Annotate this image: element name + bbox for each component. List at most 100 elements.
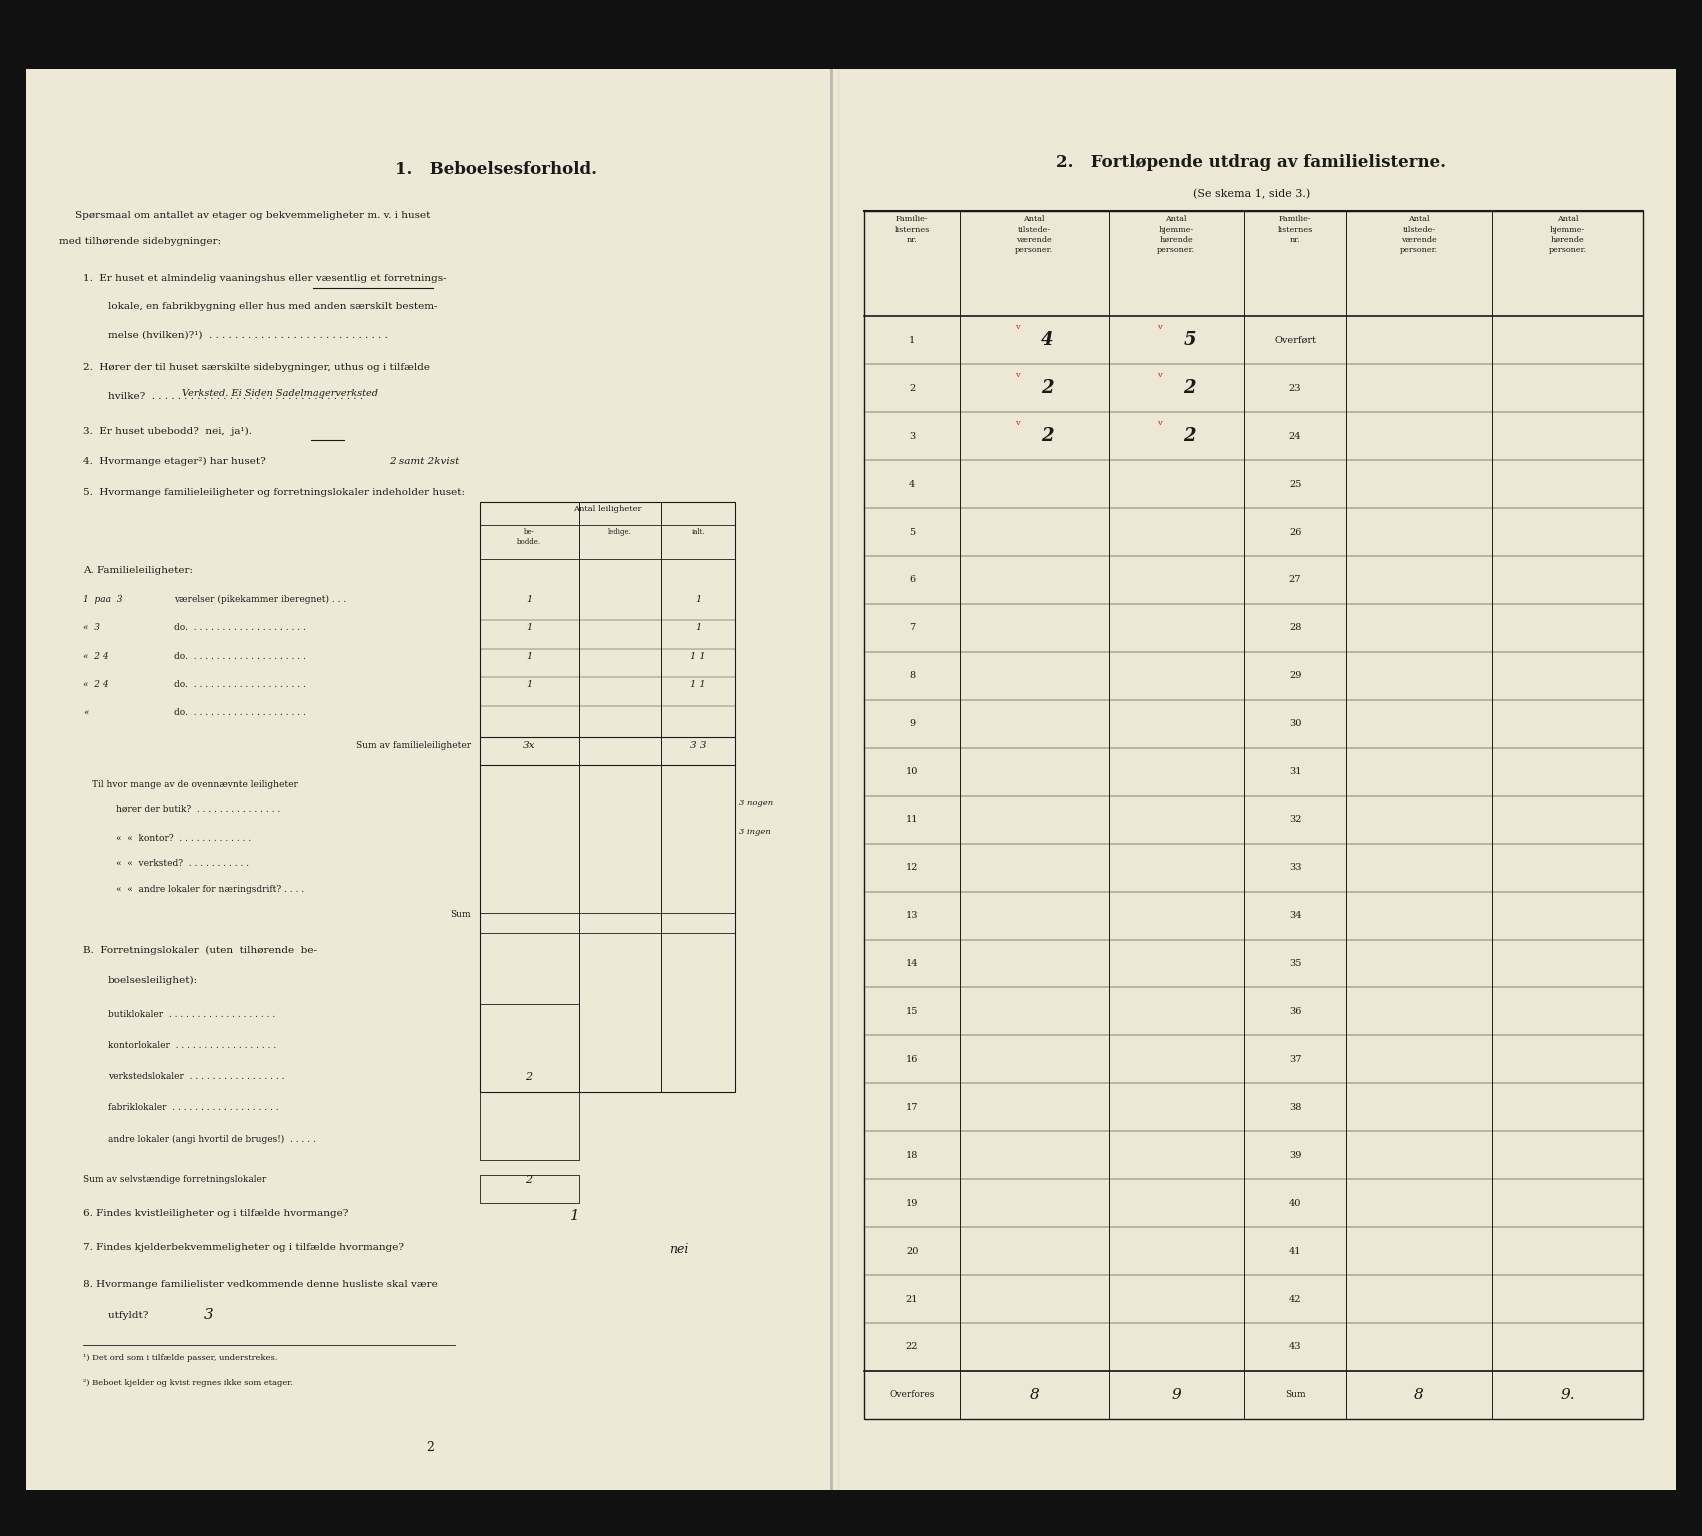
Text: «  «  kontor?  . . . . . . . . . . . . .: « « kontor? . . . . . . . . . . . . . [116,834,252,843]
Text: ledige.: ledige. [608,528,631,536]
Bar [26,69,834,1490]
Text: med tilhørende sidebygninger:: med tilhørende sidebygninger: [58,237,221,246]
Text: 8. Hvormange familielister vedkommende denne husliste skal være: 8. Hvormange familielister vedkommende d… [83,1279,437,1289]
Text: 16: 16 [905,1055,919,1064]
Text: Antal
tilstede-
værende
personer.: Antal tilstede- værende personer. [1399,215,1438,253]
Text: v: v [1016,419,1019,427]
Text: (Se skema 1, side 3.): (Se skema 1, side 3.) [1193,189,1311,198]
Text: Til hvor mange av de ovennævnte leiligheter: Til hvor mange av de ovennævnte leilighe… [92,779,298,788]
Text: Antal leiligheter: Antal leiligheter [574,505,642,513]
Text: 31: 31 [1288,768,1302,776]
Bar [865,210,1644,1419]
Text: 23: 23 [1288,384,1302,393]
Text: værelser (pikekammer iberegnet) . . .: værelser (pikekammer iberegnet) . . . [174,594,347,604]
Bar [480,502,735,1092]
Text: 9.: 9. [1561,1389,1574,1402]
Text: Spørsmaal om antallet av etager og bekvemmeligheter m. v. i huset: Spørsmaal om antallet av etager og bekve… [75,210,431,220]
Text: do.  . . . . . . . . . . . . . . . . . . . .: do. . . . . . . . . . . . . . . . . . . … [174,708,306,717]
Text: 32: 32 [1288,816,1302,825]
Text: verkstedslokaler  . . . . . . . . . . . . . . . . .: verkstedslokaler . . . . . . . . . . . .… [109,1072,284,1081]
Text: 2: 2 [1183,379,1197,398]
Text: 26: 26 [1288,527,1302,536]
Text: be-
bodde.: be- bodde. [517,528,541,545]
Text: 37: 37 [1288,1055,1302,1064]
Text: nei: nei [669,1243,689,1256]
Text: Antal
hjemme-
hørende
personer.: Antal hjemme- hørende personer. [1157,215,1195,253]
Text: 8: 8 [1030,1389,1040,1402]
Text: Overført: Overført [1275,336,1316,344]
Text: 21: 21 [905,1295,919,1304]
Text: 13: 13 [905,911,919,920]
Text: 19: 19 [905,1198,919,1207]
Text: 3 3: 3 3 [689,742,706,750]
Text: 1  paa  3: 1 paa 3 [83,594,123,604]
Text: 1.   Beboelsesforhold.: 1. Beboelsesforhold. [395,161,597,178]
Text: 1 1: 1 1 [691,680,706,690]
Text: 3 nogen: 3 nogen [739,799,773,808]
Text: B.  Forretningslokaler  (uten  tilhørende  be-: B. Forretningslokaler (uten tilhørende b… [83,946,317,955]
Text: 20: 20 [905,1247,919,1255]
Text: 30: 30 [1288,719,1302,728]
Text: 18: 18 [905,1150,919,1160]
Text: «  «  andre lokaler for næringsdrift? . . . .: « « andre lokaler for næringsdrift? . . … [116,885,305,894]
Text: 2: 2 [426,1441,434,1455]
Text: v: v [1016,370,1019,379]
Text: 1: 1 [526,624,533,633]
Text: melse (hvilken)?¹)  . . . . . . . . . . . . . . . . . . . . . . . . . . . .: melse (hvilken)?¹) . . . . . . . . . . .… [109,330,388,339]
Text: 1: 1 [526,651,533,660]
Text: 35: 35 [1288,958,1302,968]
Text: 10: 10 [905,768,919,776]
Text: 5.  Hvormange familieleiligheter og forretningslokaler indeholder huset:: 5. Hvormange familieleiligheter og forre… [83,488,465,498]
Text: do.  . . . . . . . . . . . . . . . . . . . .: do. . . . . . . . . . . . . . . . . . . … [174,651,306,660]
Text: 5: 5 [909,527,916,536]
Text: 1: 1 [694,594,701,604]
Text: boelsesleilighet):: boelsesleilighet): [109,975,197,985]
Text: 3x: 3x [523,742,536,750]
Text: 39: 39 [1288,1150,1302,1160]
Text: «  2 4: « 2 4 [83,651,109,660]
Text: 1.  Er huset et almindelig vaaningshus eller væsentlig et forretnings-: 1. Er huset et almindelig vaaningshus el… [83,273,448,283]
Text: 12: 12 [905,863,919,872]
Text: Sum av familieleiligheter: Sum av familieleiligheter [356,742,471,750]
Text: 22: 22 [905,1342,919,1352]
Text: 2.   Fortløpende utdrag av familielisterne.: 2. Fortløpende utdrag av familielisterne… [1057,155,1447,172]
Text: 17: 17 [905,1103,919,1112]
Text: 1: 1 [526,680,533,690]
Text: v: v [1157,419,1162,427]
Text: 3: 3 [204,1309,213,1322]
Text: Antal
hjemme-
hørende
personer.: Antal hjemme- hørende personer. [1549,215,1586,253]
Text: 3.  Er huset ubebodd?  nei,  ja¹).: 3. Er huset ubebodd? nei, ja¹). [83,427,252,436]
Text: andre lokaler (angi hvortil de bruges!)  . . . . .: andre lokaler (angi hvortil de bruges!) … [109,1135,317,1144]
Text: ¹) Det ord som i tilfælde passer, understrekes.: ¹) Det ord som i tilfælde passer, unders… [83,1353,277,1361]
Text: butiklokaler  . . . . . . . . . . . . . . . . . . .: butiklokaler . . . . . . . . . . . . . .… [109,1009,276,1018]
Text: 8: 8 [1414,1389,1425,1402]
Text: Familie-
listernes
nr.: Familie- listernes nr. [1278,215,1312,244]
Text: 2: 2 [1183,427,1197,445]
Text: 2: 2 [909,384,916,393]
Text: hvilke?  . . . . . . . . . . . . . . . . . . . . . . . . . . . . . . . . .: hvilke? . . . . . . . . . . . . . . . . … [109,392,363,401]
Text: 6: 6 [909,576,916,585]
Text: «: « [83,708,89,717]
Text: 14: 14 [905,958,919,968]
Text: 36: 36 [1288,1008,1302,1015]
Text: 2: 2 [1042,427,1054,445]
Text: 6. Findes kvistleiligheter og i tilfælde hvormange?: 6. Findes kvistleiligheter og i tilfælde… [83,1209,356,1218]
Text: A. Familieleiligheter:: A. Familieleiligheter: [83,567,194,576]
Text: 25: 25 [1288,479,1302,488]
Bar [834,69,1676,1490]
Text: 4.  Hvormange etager²) har huset?: 4. Hvormange etager²) har huset? [83,458,272,465]
Text: Sum av selvstændige forretningslokaler: Sum av selvstændige forretningslokaler [83,1175,267,1184]
Text: fabriklokaler  . . . . . . . . . . . . . . . . . . .: fabriklokaler . . . . . . . . . . . . . … [109,1103,279,1112]
Text: Sum: Sum [1285,1390,1305,1399]
Text: 4: 4 [1042,332,1054,349]
Text: 9: 9 [1171,1389,1181,1402]
Text: 40: 40 [1288,1198,1302,1207]
Text: 11: 11 [905,816,919,825]
Text: v: v [1016,323,1019,330]
Text: Antal
tilstede-
værende
personer.: Antal tilstede- værende personer. [1014,215,1054,253]
Text: 15: 15 [905,1008,919,1015]
Text: 28: 28 [1288,624,1302,633]
Text: 7: 7 [909,624,916,633]
Bar [480,1005,579,1160]
Text: Verksted. Ei Siden Sadelmagerverksted: Verksted. Ei Siden Sadelmagerverksted [182,389,378,398]
